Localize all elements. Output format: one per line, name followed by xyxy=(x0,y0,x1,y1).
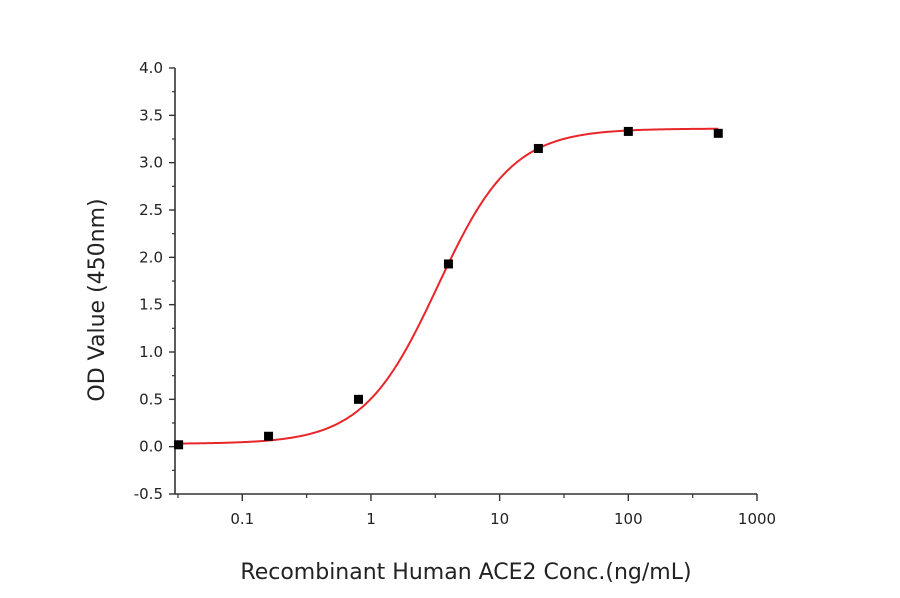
y-tick-label: 4.0 xyxy=(139,59,163,77)
data-points xyxy=(174,126,723,450)
x-axis-title: Recombinant Human ACE2 Conc.(ng/mL) xyxy=(240,560,691,585)
y-axis-title: OD Value (450nm) xyxy=(85,198,110,401)
y-tick-label: 0.0 xyxy=(139,438,163,456)
data-point xyxy=(533,143,543,153)
y-tick-label: -0.5 xyxy=(134,485,163,503)
x-axis-ticks: 0.1 1 10 100 1000 xyxy=(177,494,776,528)
data-point xyxy=(353,394,363,404)
y-tick-label: 2.5 xyxy=(139,201,163,219)
fit-curve xyxy=(180,127,719,445)
x-tick-label: 100 xyxy=(614,510,643,528)
y-tick-label: 1.5 xyxy=(139,296,163,314)
y-tick-label: 3.0 xyxy=(139,154,163,172)
x-tick-label: 1000 xyxy=(738,510,776,528)
x-tick-label: 1 xyxy=(366,510,376,528)
x-tick-label: 10 xyxy=(490,510,509,528)
y-tick-label: 3.5 xyxy=(139,106,163,124)
y-tick-label: 2.0 xyxy=(139,248,163,266)
y-tick-label: 1.0 xyxy=(139,343,163,361)
data-point xyxy=(264,431,274,441)
data-point xyxy=(713,128,723,138)
x-tick-label: 0.1 xyxy=(230,510,254,528)
data-point xyxy=(443,259,453,269)
data-point xyxy=(623,126,633,136)
y-axis-ticks: -0.5 0.0 0.5 1.0 1.5 2.0 2.5 3.0 3.5 4.0 xyxy=(134,59,175,503)
y-tick-label: 0.5 xyxy=(139,390,163,408)
data-point xyxy=(174,440,184,450)
axes xyxy=(174,68,757,495)
